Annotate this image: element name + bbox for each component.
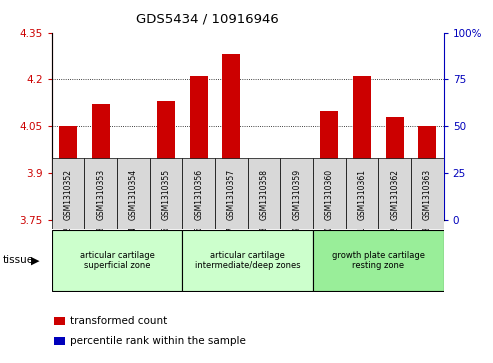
- Text: GSM1310354: GSM1310354: [129, 168, 138, 220]
- FancyBboxPatch shape: [313, 158, 346, 229]
- Text: transformed count: transformed count: [70, 316, 167, 326]
- FancyBboxPatch shape: [247, 158, 281, 229]
- Bar: [190, 76, 208, 220]
- Bar: [386, 117, 404, 220]
- Bar: [59, 126, 77, 220]
- Text: articular cartilage
superficial zone: articular cartilage superficial zone: [80, 251, 154, 270]
- Bar: [288, 175, 306, 220]
- Text: GSM1310352: GSM1310352: [64, 168, 72, 220]
- Bar: [190, 217, 208, 220]
- FancyBboxPatch shape: [411, 158, 444, 229]
- FancyBboxPatch shape: [378, 158, 411, 229]
- Bar: [419, 126, 436, 220]
- Text: articular cartilage
intermediate/deep zones: articular cartilage intermediate/deep zo…: [195, 251, 301, 270]
- Bar: [157, 217, 175, 220]
- Text: GSM1310356: GSM1310356: [194, 168, 203, 220]
- Bar: [320, 111, 338, 220]
- FancyBboxPatch shape: [182, 158, 215, 229]
- Text: GDS5434 / 10916946: GDS5434 / 10916946: [136, 13, 279, 26]
- FancyBboxPatch shape: [52, 158, 84, 229]
- Bar: [255, 217, 273, 220]
- Text: GSM1310362: GSM1310362: [390, 168, 399, 220]
- Bar: [386, 217, 404, 220]
- FancyBboxPatch shape: [215, 158, 247, 229]
- FancyBboxPatch shape: [182, 230, 313, 291]
- Bar: [124, 175, 142, 220]
- FancyBboxPatch shape: [313, 230, 444, 291]
- Bar: [419, 217, 436, 220]
- Bar: [157, 101, 175, 220]
- FancyBboxPatch shape: [117, 158, 150, 229]
- Bar: [92, 216, 110, 220]
- Bar: [92, 104, 110, 220]
- FancyBboxPatch shape: [281, 158, 313, 229]
- Bar: [59, 217, 77, 220]
- FancyBboxPatch shape: [346, 158, 378, 229]
- Bar: [353, 76, 371, 220]
- Text: percentile rank within the sample: percentile rank within the sample: [70, 336, 246, 346]
- Text: GSM1310358: GSM1310358: [259, 168, 269, 220]
- FancyBboxPatch shape: [52, 230, 182, 291]
- Bar: [124, 217, 142, 220]
- Text: GSM1310355: GSM1310355: [162, 168, 171, 220]
- Text: GSM1310359: GSM1310359: [292, 168, 301, 220]
- Bar: [320, 217, 338, 220]
- FancyBboxPatch shape: [84, 158, 117, 229]
- Text: tissue: tissue: [2, 256, 34, 265]
- Bar: [222, 216, 241, 220]
- Text: GSM1310357: GSM1310357: [227, 168, 236, 220]
- Text: GSM1310363: GSM1310363: [423, 168, 432, 220]
- Text: GSM1310360: GSM1310360: [325, 168, 334, 220]
- Bar: [288, 217, 306, 220]
- Text: GSM1310361: GSM1310361: [357, 168, 367, 220]
- FancyBboxPatch shape: [150, 158, 182, 229]
- Bar: [222, 54, 241, 220]
- Bar: [255, 168, 273, 220]
- Bar: [353, 216, 371, 220]
- Text: ▶: ▶: [31, 256, 39, 265]
- Text: GSM1310353: GSM1310353: [96, 168, 106, 220]
- Text: growth plate cartilage
resting zone: growth plate cartilage resting zone: [332, 251, 425, 270]
